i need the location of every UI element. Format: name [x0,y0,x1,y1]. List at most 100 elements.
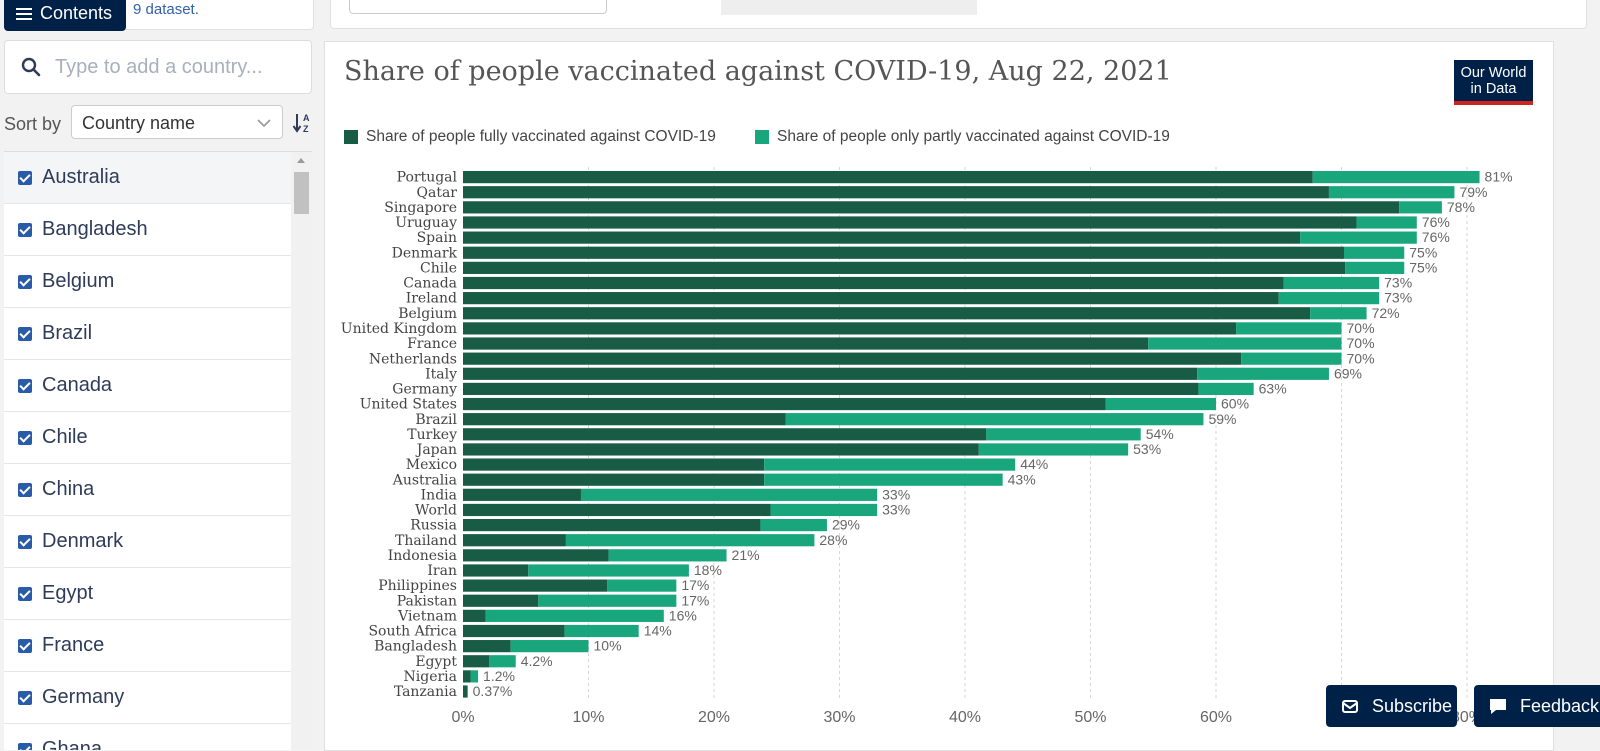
bar-fully-vaccinated [463,231,1301,244]
bar-partly-vaccinated [1310,307,1367,320]
bar-partly-vaccinated [1105,397,1216,411]
country-name: Denmark [42,530,124,552]
feedback-label: Feedback [1520,695,1600,716]
bar-partly-vaccinated [1236,322,1342,335]
value-label: 70% [1347,350,1375,366]
search-input[interactable] [53,54,297,80]
bar-fully-vaccinated [463,337,1149,350]
country-item[interactable]: Australia [4,152,291,204]
bar-fully-vaccinated [463,518,761,532]
scroll-up-arrow-icon[interactable] [297,158,305,163]
country-checkbox[interactable] [18,378,32,393]
value-label: 17% [681,592,709,608]
bar-fully-vaccinated [463,171,1313,184]
sort-select[interactable]: Country name [71,105,283,139]
owid-logo[interactable]: Our World in Data [1454,60,1533,105]
legend-label-partial: Share of people only partly vaccinated a… [777,128,1170,145]
bar-partly-vaccinated [1344,246,1405,259]
legend-fully-vaccinated[interactable]: Share of people fully vaccinated against… [344,128,716,146]
country-checkbox[interactable] [18,222,32,237]
country-checkbox[interactable] [18,430,32,445]
country-checkbox[interactable] [18,274,32,289]
bar-partly-vaccinated [607,579,677,592]
bar-partly-vaccinated [470,670,479,683]
bar-fully-vaccinated [463,640,511,653]
value-label: 73% [1384,275,1412,291]
bar-fully-vaccinated [463,367,1198,380]
bar-fully-vaccinated [463,261,1346,274]
country-label: Portugal [397,170,458,186]
country-item[interactable]: Chile [4,412,291,464]
country-search[interactable] [4,40,312,94]
bar-fully-vaccinated [463,307,1311,320]
feedback-button[interactable]: Feedback [1474,685,1600,727]
country-item[interactable]: Egypt [4,568,291,620]
country-name: Brazil [42,322,93,344]
toolbar-placeholder [721,0,977,15]
legend-partly-vaccinated[interactable]: Share of people only partly vaccinated a… [755,128,1170,146]
country-label: Netherlands [369,351,457,367]
bar-partly-vaccinated [538,594,677,607]
value-label: 33% [882,502,910,518]
dataset-link[interactable]: 9 dataset. [133,1,199,18]
country-item[interactable]: France [4,620,291,672]
bar-partly-vaccinated [1300,231,1417,244]
bar-partly-vaccinated [565,534,815,547]
chevron-down-icon [257,119,271,128]
country-item[interactable]: Brazil [4,308,291,360]
value-label: 75% [1409,244,1437,260]
bar-partly-vaccinated [785,413,1204,426]
bar-fully-vaccinated [463,413,786,426]
bar-fully-vaccinated [463,292,1279,305]
chart-type-select[interactable] [349,0,607,14]
x-tick-label: 0% [451,709,474,726]
country-label: Bangladesh [374,639,457,655]
scroll-thumb[interactable] [294,172,309,214]
scrollbar[interactable] [291,152,312,750]
country-label: Pakistan [397,593,457,609]
country-label: India [421,487,457,503]
value-label: 0.37% [473,683,513,699]
country-checkbox[interactable] [18,690,32,705]
sort-label: Sort by [4,114,62,134]
bar-partly-vaccinated [1241,352,1342,365]
country-label: Australia [392,472,457,488]
country-checkbox[interactable] [18,742,32,750]
value-label: 4.2% [521,653,553,669]
bar-fully-vaccinated [463,579,608,592]
country-name: Australia [42,166,120,188]
country-item[interactable]: Germany [4,672,291,724]
country-checkbox[interactable] [18,326,32,341]
country-item[interactable]: Ghana [4,724,291,750]
country-label: Turkey [407,427,457,443]
country-label: Indonesia [388,548,457,564]
country-checkbox[interactable] [18,482,32,497]
mail-icon [1342,700,1358,713]
bar-partly-vaccinated [564,624,639,638]
country-item[interactable]: Canada [4,360,291,412]
bar-fully-vaccinated [463,428,987,441]
country-item[interactable]: China [4,464,291,516]
country-item[interactable]: Belgium [4,256,291,308]
bar-fully-vaccinated [463,549,609,562]
country-checkbox[interactable] [18,534,32,549]
country-item[interactable]: Bangladesh [4,204,291,256]
value-label: 63% [1259,381,1287,397]
logo-line-2: in Data [1470,81,1517,97]
country-item[interactable]: Denmark [4,516,291,568]
contents-button[interactable]: Contents [4,0,126,31]
country-checkbox[interactable] [18,586,32,601]
subscribe-button[interactable]: Subscribe [1326,685,1457,727]
bar-partly-vaccinated [510,640,589,653]
bar-partly-vaccinated [1345,261,1405,274]
bar-fully-vaccinated [463,246,1345,259]
country-checkbox[interactable] [18,638,32,653]
country-label: World [415,503,457,519]
value-label: 17% [681,577,709,593]
bar-partly-vaccinated [489,655,516,668]
sort-order-icon[interactable]: A Z [292,112,314,134]
country-checkbox[interactable] [18,170,32,185]
country-name: Belgium [42,270,115,292]
chart-panel: Share of people vaccinated against COVID… [324,41,1554,751]
bar-partly-vaccinated [986,428,1141,441]
